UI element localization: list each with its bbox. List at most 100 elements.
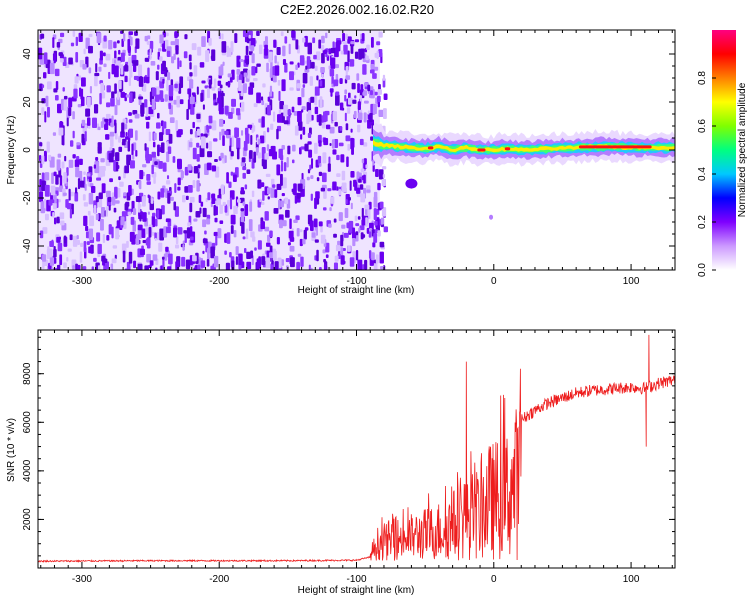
noise-cell bbox=[88, 177, 92, 182]
noise-cell bbox=[327, 188, 332, 192]
noise-cell bbox=[369, 69, 375, 74]
noise-cell bbox=[249, 201, 253, 212]
noise-cell bbox=[127, 211, 132, 216]
noise-cell bbox=[345, 75, 351, 80]
noise-cell bbox=[316, 249, 319, 262]
noise-cell bbox=[158, 242, 163, 252]
noise-cell bbox=[314, 86, 320, 96]
noise-cell bbox=[174, 83, 178, 89]
noise-cell bbox=[358, 178, 362, 183]
noise-cell bbox=[250, 250, 254, 259]
noise-cell bbox=[310, 193, 313, 201]
noise-cell bbox=[121, 122, 125, 134]
colorbar: 0.0 0.2 0.4 0.6 0.8 Normalized spectral ampl… bbox=[697, 30, 748, 277]
noise-cell bbox=[206, 259, 210, 267]
spectrogram-y-ticks: -40 -20 0 20 40 bbox=[22, 29, 675, 271]
noise-cell bbox=[226, 233, 229, 243]
noise-cell bbox=[128, 77, 132, 86]
spectrogram-x-ticks: -300 -200 -100 0 100 bbox=[40, 30, 673, 287]
noise-cell bbox=[295, 215, 300, 221]
spectrogram-signal-band bbox=[373, 122, 675, 220]
noise-cell bbox=[122, 250, 126, 263]
noise-cell bbox=[245, 58, 250, 65]
noise-cell bbox=[97, 243, 102, 255]
noise-cell bbox=[168, 102, 172, 110]
noise-cell bbox=[324, 110, 330, 116]
noise-cell bbox=[274, 65, 280, 76]
noise-cell bbox=[307, 42, 312, 55]
noise-cell bbox=[215, 235, 218, 246]
noise-cell bbox=[248, 34, 251, 39]
noise-cell bbox=[101, 207, 106, 218]
noise-cell bbox=[197, 183, 200, 192]
noise-cell bbox=[168, 84, 174, 97]
noise-cell bbox=[57, 103, 62, 114]
noise-cell bbox=[154, 161, 158, 166]
noise-cell bbox=[208, 79, 212, 89]
noise-cell bbox=[68, 107, 72, 117]
noise-cell bbox=[250, 231, 255, 238]
noise-cell bbox=[227, 199, 230, 207]
noise-cell bbox=[89, 86, 92, 94]
noise-cell bbox=[310, 96, 315, 103]
noise-cell bbox=[229, 190, 235, 200]
noise-cell bbox=[297, 183, 303, 192]
noise-cell bbox=[297, 111, 302, 123]
noise-cell bbox=[380, 217, 384, 225]
colorbar-tick-label: 0.0 bbox=[697, 263, 708, 277]
x-tick-label: -100 bbox=[346, 574, 366, 585]
noise-cell bbox=[234, 127, 239, 138]
noise-cell bbox=[76, 142, 81, 146]
noise-cell bbox=[220, 92, 225, 97]
noise-cell bbox=[86, 241, 90, 245]
noise-cell bbox=[107, 196, 112, 203]
noise-cell bbox=[125, 132, 128, 137]
noise-cell bbox=[328, 48, 332, 55]
noise-cell bbox=[217, 80, 222, 86]
noise-cell bbox=[264, 44, 268, 56]
noise-cell bbox=[378, 31, 383, 38]
noise-cell bbox=[195, 210, 201, 218]
noise-cell bbox=[289, 218, 292, 230]
snr-x-axis-title: Height of straight line (km) bbox=[298, 585, 415, 596]
noise-cell bbox=[354, 95, 357, 99]
noise-cell bbox=[40, 33, 45, 39]
noise-cell bbox=[202, 104, 205, 110]
noise-cell bbox=[120, 64, 124, 75]
noise-cell bbox=[96, 32, 102, 44]
noise-cell bbox=[217, 88, 222, 101]
noise-cell bbox=[264, 226, 270, 232]
noise-cell bbox=[368, 231, 372, 238]
noise-cell bbox=[349, 59, 355, 67]
noise-cell bbox=[158, 48, 162, 52]
noise-cell bbox=[193, 165, 199, 174]
noise-cell bbox=[202, 238, 208, 244]
noise-cell bbox=[345, 65, 349, 73]
noise-cell bbox=[301, 106, 306, 111]
noise-cell bbox=[45, 95, 49, 107]
noise-cell bbox=[157, 144, 160, 157]
noise-cell bbox=[307, 141, 312, 145]
noise-cell bbox=[138, 96, 144, 100]
noise-cell bbox=[173, 53, 176, 60]
noise-cell bbox=[135, 149, 138, 157]
noise-cell bbox=[123, 192, 127, 197]
noise-cell bbox=[213, 138, 218, 142]
noise-cell bbox=[141, 228, 146, 239]
noise-cell bbox=[156, 122, 161, 129]
noise-cell bbox=[331, 139, 335, 149]
noise-cell bbox=[322, 49, 327, 55]
noise-cell bbox=[218, 66, 224, 76]
noise-cell bbox=[321, 53, 325, 64]
noise-cell bbox=[356, 171, 360, 179]
noise-cell bbox=[239, 74, 243, 81]
noise-cell bbox=[322, 249, 326, 254]
noise-cell bbox=[365, 55, 369, 61]
noise-cell bbox=[146, 173, 151, 181]
noise-cell bbox=[114, 254, 117, 260]
noise-cell bbox=[220, 152, 224, 159]
noise-cell bbox=[139, 180, 142, 190]
noise-cell bbox=[345, 33, 348, 40]
noise-cell bbox=[362, 264, 365, 270]
x-tick-label: 100 bbox=[623, 276, 640, 287]
